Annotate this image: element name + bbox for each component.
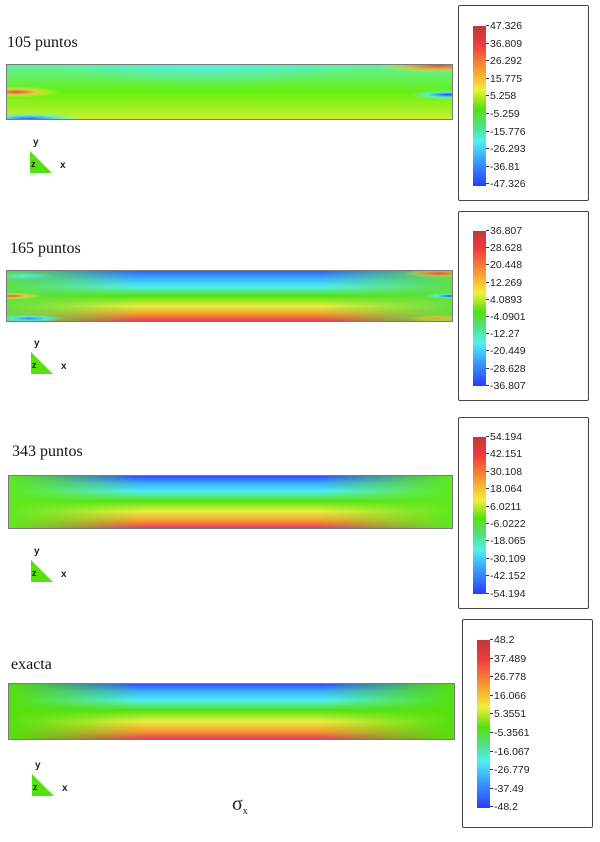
colorbar-tick: 28.628 xyxy=(490,242,523,255)
contour-plot-165 xyxy=(6,270,453,322)
colorbar-tick: 42.151 xyxy=(490,448,523,461)
axis-z-label: z xyxy=(32,360,37,370)
colorbar-tick: -20.449 xyxy=(490,345,526,358)
colorbar xyxy=(473,231,486,386)
colorbar-tick: 4.0893 xyxy=(490,293,523,306)
colorbar-tick: -6.0222 xyxy=(490,518,526,530)
contour-plot-105 xyxy=(6,64,453,120)
axis-x-label: x xyxy=(61,569,67,580)
contour-plot-exacta xyxy=(8,683,455,740)
colorbar-tick: 20.448 xyxy=(490,259,523,272)
axis-triad-105: y z x xyxy=(30,137,80,177)
axis-triad-icon xyxy=(32,774,54,796)
colorbar-tick: 36.807 xyxy=(490,225,523,237)
colorbar-tick: -16.067 xyxy=(494,745,530,758)
axis-z-label: z xyxy=(31,159,36,169)
colorbar xyxy=(477,640,490,808)
axis-z-label: z xyxy=(32,568,37,578)
colorbar-tick: -36.81 xyxy=(490,160,520,173)
colorbar-tick: -54.194 xyxy=(490,587,526,600)
panel-title-165: 165 puntos xyxy=(10,240,81,257)
axis-triad-165: y z x xyxy=(31,338,81,378)
axis-y-label: y xyxy=(34,338,40,349)
colorbar-tick: 47.326 xyxy=(490,20,523,32)
colorbar-legend-exacta: 48.2 37.489 26.778 16.066 5.3551 -5.3561… xyxy=(462,619,593,828)
colorbar-tick: -12.27 xyxy=(490,328,520,341)
axis-x-label: x xyxy=(61,361,67,372)
colorbar xyxy=(473,437,486,594)
colorbar-tick: 12.269 xyxy=(490,276,523,289)
colorbar-legend-343: 54.194 42.151 30.108 18.064 6.0211 -6.02… xyxy=(458,417,589,609)
caption-symbol: σ xyxy=(232,793,243,815)
colorbar-tick: 26.778 xyxy=(494,671,527,684)
colorbar-tick: 37.489 xyxy=(494,652,527,665)
colorbar-tick: -5.259 xyxy=(490,108,520,120)
axis-x-label: x xyxy=(60,160,66,171)
colorbar-tick: 16.066 xyxy=(494,689,527,702)
axis-triad-343: y z x xyxy=(31,546,81,586)
colorbar-tick: -37.49 xyxy=(494,782,524,795)
colorbar-tick: 5.258 xyxy=(490,90,517,103)
colorbar-tick: 15.775 xyxy=(490,72,523,85)
axis-x-label: x xyxy=(62,783,68,794)
colorbar-tick: -47.326 xyxy=(490,178,526,191)
axis-triad-icon xyxy=(31,352,53,374)
colorbar-tick: -4.0901 xyxy=(490,311,526,323)
axis-triad-icon xyxy=(30,151,52,173)
colorbar-tick: -18.065 xyxy=(490,535,526,548)
colorbar-tick: 6.0211 xyxy=(490,500,522,513)
colorbar-tick: 36.809 xyxy=(490,37,523,50)
colorbar-tick: 30.108 xyxy=(490,465,523,478)
axis-triad-icon xyxy=(31,560,53,582)
panel-title-343: 343 puntos xyxy=(12,443,83,460)
figure-caption-sigma-x: σx xyxy=(232,793,248,817)
colorbar-tick: -26.293 xyxy=(490,143,526,156)
contour-plot-343 xyxy=(8,475,453,529)
colorbar-tick: 48.2 xyxy=(494,634,515,646)
colorbar-tick: 5.3551 xyxy=(494,708,527,721)
colorbar-tick: -15.776 xyxy=(490,125,526,138)
colorbar-tick: 26.292 xyxy=(490,55,523,68)
colorbar-tick: -26.779 xyxy=(494,764,530,777)
axis-y-label: y xyxy=(34,546,40,557)
caption-subscript: x xyxy=(242,806,248,817)
axis-z-label: z xyxy=(33,782,38,792)
colorbar-tick: -5.3561 xyxy=(494,727,530,739)
axis-triad-exacta: y z x xyxy=(32,760,82,800)
colorbar-tick: -42.152 xyxy=(490,570,526,583)
colorbar-tick: -30.109 xyxy=(490,552,526,565)
colorbar-tick: -48.2 xyxy=(494,801,518,814)
colorbar-legend-105: 47.326 36.809 26.292 15.775 5.258 -5.259… xyxy=(458,5,589,201)
colorbar-tick: -28.628 xyxy=(490,362,526,375)
colorbar-tick: -36.807 xyxy=(490,379,526,392)
colorbar-tick: 54.194 xyxy=(490,431,523,443)
colorbar-tick: 18.064 xyxy=(490,483,523,496)
panel-title-105: 105 puntos xyxy=(7,34,78,51)
colorbar-legend-165: 36.807 28.628 20.448 12.269 4.0893 -4.09… xyxy=(458,211,589,401)
axis-y-label: y xyxy=(35,760,41,771)
colorbar xyxy=(473,26,486,186)
panel-title-exacta: exacta xyxy=(11,656,52,673)
axis-y-label: y xyxy=(33,137,39,148)
